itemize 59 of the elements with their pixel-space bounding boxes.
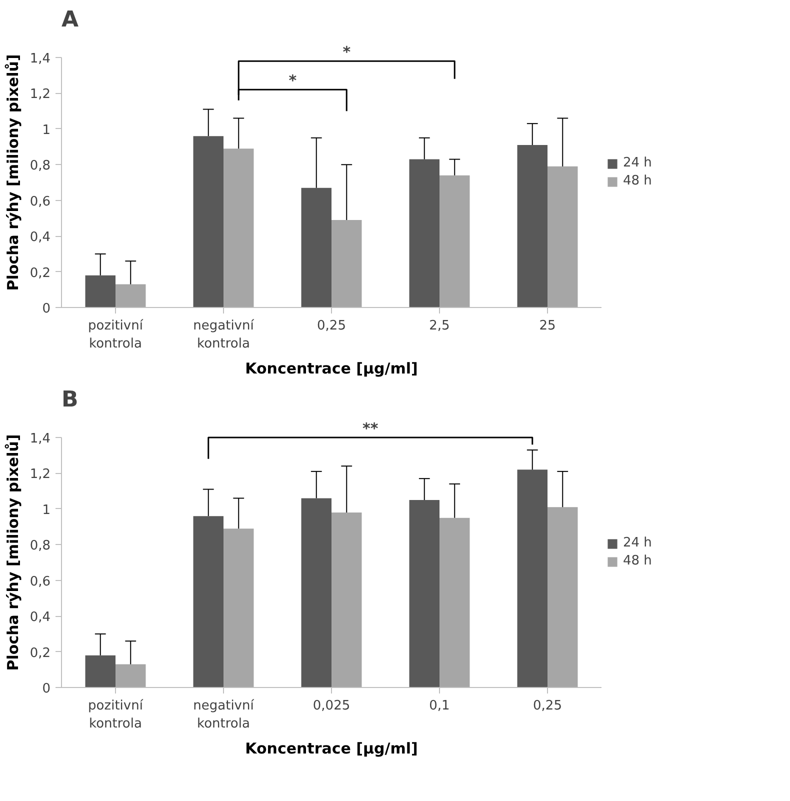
x-tick-label: negativní kontrola	[193, 318, 254, 352]
x-tick-label: pozitivní kontrola	[88, 318, 144, 352]
y-tick-label: 0,6	[30, 194, 51, 210]
y-tick-label: 1,4	[30, 432, 51, 446]
y-tick-label: 1,2	[30, 87, 51, 102]
y-tick-label: 1,2	[30, 467, 51, 482]
chart-title: B	[62, 388, 78, 412]
y-tick-label: 0	[42, 682, 51, 696]
x-tick-label: pozitivní kontrola	[88, 698, 144, 732]
legend-label: 24 h	[623, 156, 652, 170]
y-tick-label: 1	[42, 502, 51, 518]
y-tick-label: 0,2	[30, 646, 51, 661]
annotation: **	[362, 420, 378, 438]
x-axis-title: Koncentrace [µg/ml]	[245, 740, 418, 758]
bar	[440, 175, 470, 308]
bar	[116, 664, 146, 688]
bar	[116, 284, 146, 308]
x-tick-label: 0,25	[533, 698, 562, 714]
y-tick-label: 0,8	[30, 538, 51, 554]
y-tick-label: 1,4	[30, 52, 51, 66]
bar	[332, 512, 362, 688]
bar	[224, 148, 254, 308]
bar	[409, 500, 440, 688]
bar	[85, 655, 116, 688]
y-tick-label: 1	[42, 122, 51, 138]
bar	[193, 516, 224, 688]
y-tick-label: 0,4	[30, 610, 51, 626]
bar	[548, 507, 578, 688]
x-tick-label: 0,025	[312, 698, 350, 714]
bar	[548, 166, 578, 308]
x-tick-label: 0,25	[317, 318, 346, 334]
y-axis-title: Plocha rýhy [miliony pixelů]	[4, 54, 22, 291]
legend-label: 48 h	[623, 554, 652, 568]
bar	[409, 159, 440, 308]
bar	[332, 220, 362, 308]
bar	[301, 498, 332, 688]
bar	[85, 275, 116, 308]
bar	[440, 518, 470, 688]
bar	[517, 145, 548, 308]
annotation: *	[288, 72, 297, 90]
y-tick-label: 0	[42, 302, 51, 316]
legend-label: 48 h	[623, 174, 652, 188]
bar	[193, 136, 224, 308]
annotation: *	[342, 43, 351, 62]
x-tick-label: negativní kontrola	[193, 698, 254, 732]
legend-label: 24 h	[623, 536, 652, 550]
bar	[517, 470, 548, 688]
y-axis-title: Plocha rýhy [miliony pixelů]	[4, 434, 22, 671]
chart-title: A	[62, 8, 79, 32]
x-tick-label: 0,1	[429, 698, 450, 714]
y-tick-label: 0,8	[30, 158, 51, 174]
y-tick-label: 0,4	[30, 230, 51, 246]
x-tick-label: 2,5	[429, 318, 450, 334]
bar	[301, 188, 332, 308]
x-tick-label: 25	[539, 318, 556, 334]
y-tick-label: 0,2	[30, 266, 51, 281]
y-tick-label: 0,6	[30, 574, 51, 590]
x-axis-title: Koncentrace [µg/ml]	[245, 360, 418, 378]
bar	[224, 528, 254, 688]
